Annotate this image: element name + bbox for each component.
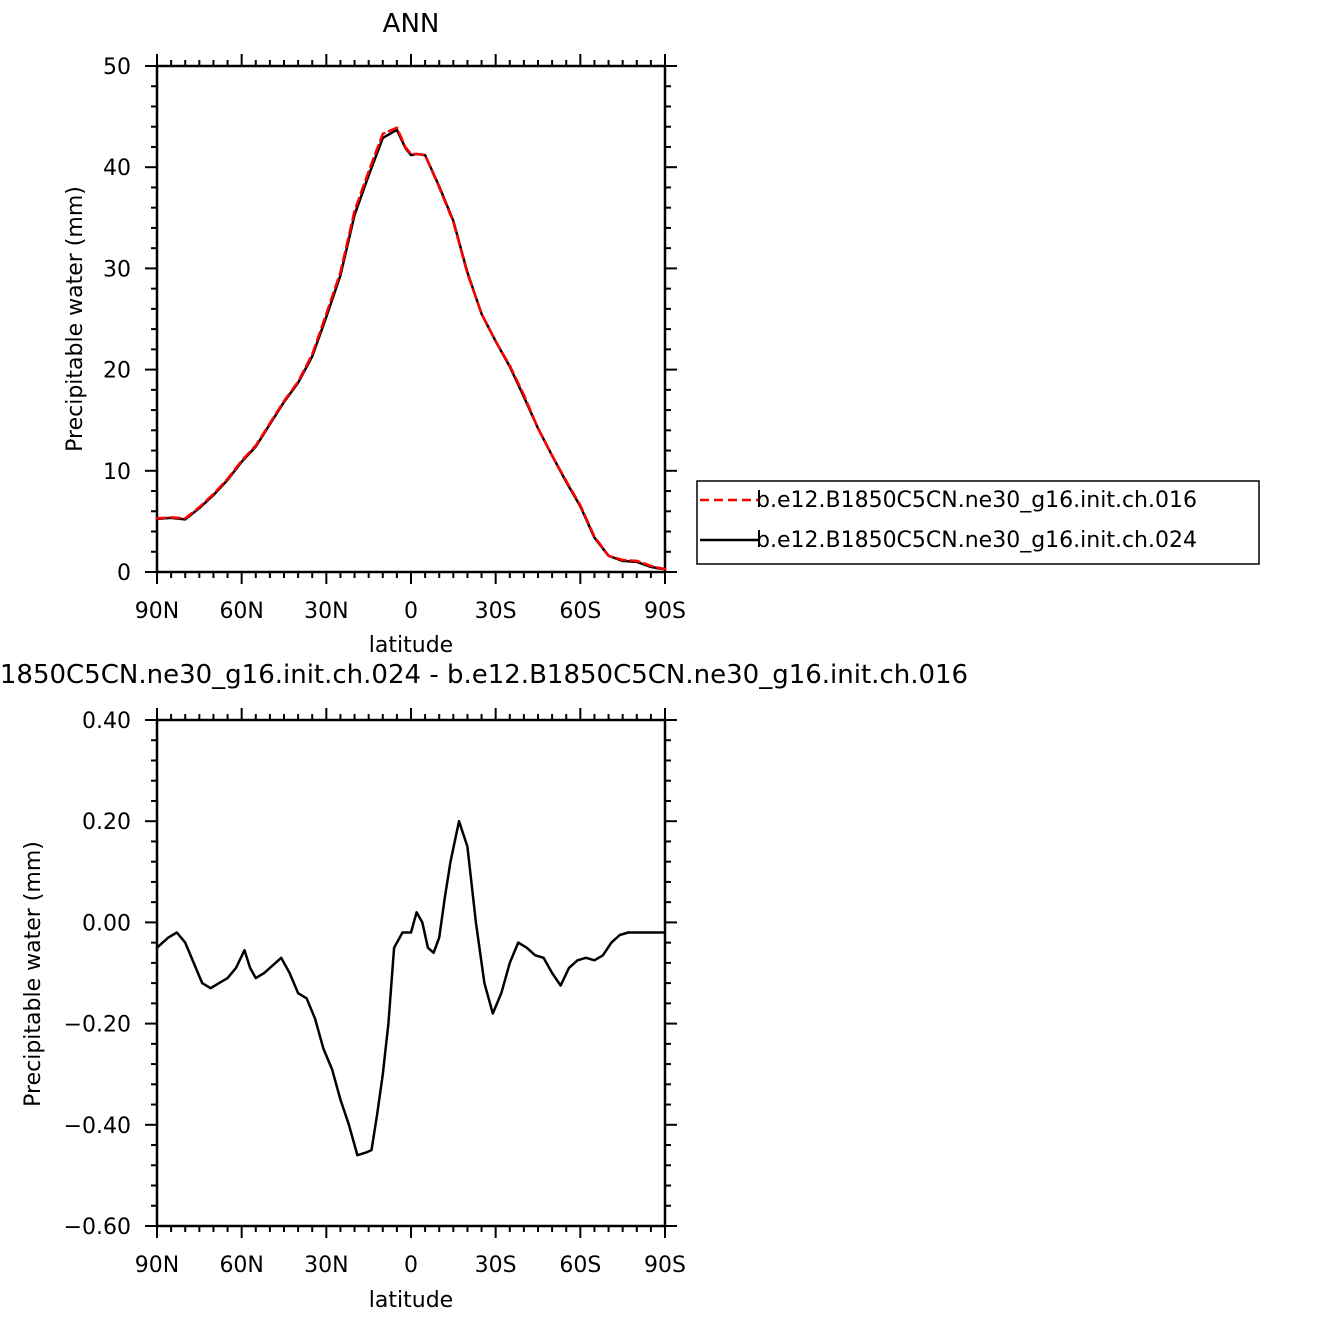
y-tick-label: 10 xyxy=(103,460,131,485)
top-plot: ANN 90N 60N 30N 0 30S 60S 90S 0 10 20 30 40 50 lati… xyxy=(63,9,1260,658)
series-line-1 xyxy=(155,819,667,1157)
top-plot-frame xyxy=(155,64,667,574)
y-tick-label: −0.60 xyxy=(64,1215,131,1240)
bottom-plot-title: b.e12.B1850C5CN.ne30_g16.init.ch.024 - b… xyxy=(0,660,968,690)
series-line-2 xyxy=(155,128,667,571)
legend-label-series-1: b.e12.B1850C5CN.ne30_g16.init.ch.016 xyxy=(756,488,1197,513)
bottom-x-ticks: 90N 60N 30N 0 30S 60S 90S xyxy=(135,708,686,1278)
bottom-plot: b.e12.B1850C5CN.ne30_g16.init.ch.024 - b… xyxy=(0,660,968,1313)
y-tick-label: −0.40 xyxy=(64,1114,131,1139)
bottom-y-axis-title: Precipitable water (mm) xyxy=(21,841,46,1107)
y-tick-label: 50 xyxy=(103,55,131,80)
bottom-series-group xyxy=(155,819,667,1157)
x-tick-label: 0 xyxy=(404,599,418,624)
bottom-y-ticks: −0.60 −0.40 −0.20 0.00 0.20 0.40 xyxy=(64,709,677,1240)
x-tick-label: 90N xyxy=(135,599,179,624)
x-tick-label: 90S xyxy=(644,1253,686,1278)
y-tick-label: 0.40 xyxy=(82,709,131,734)
y-tick-label: 30 xyxy=(103,257,131,282)
top-x-ticks: 90N 60N 30N 0 30S 60S 90S xyxy=(135,54,686,624)
y-tick-label: −0.20 xyxy=(64,1013,131,1038)
legend-label-series-2: b.e12.B1850C5CN.ne30_g16.init.ch.024 xyxy=(756,528,1197,553)
x-tick-label: 30N xyxy=(304,599,348,624)
x-tick-label: 90S xyxy=(644,599,686,624)
top-plot-title: ANN xyxy=(383,9,440,39)
x-tick-label: 60S xyxy=(559,599,601,624)
top-legend: b.e12.B1850C5CN.ne30_g16.init.ch.016 b.e… xyxy=(696,480,1260,565)
x-tick-label: 60S xyxy=(559,1253,601,1278)
x-tick-label: 0 xyxy=(404,1253,418,1278)
x-tick-label: 30N xyxy=(304,1253,348,1278)
bottom-x-axis-title: latitude xyxy=(369,1288,453,1313)
top-y-ticks: 0 10 20 30 40 50 xyxy=(103,55,677,586)
y-tick-label: 20 xyxy=(103,359,131,384)
x-tick-label: 60N xyxy=(219,1253,263,1278)
series-line-1 xyxy=(155,126,667,571)
y-tick-label: 0 xyxy=(117,561,131,586)
y-tick-label: 0.20 xyxy=(82,810,131,835)
x-tick-label: 90N xyxy=(135,1253,179,1278)
legend-box xyxy=(696,480,1260,565)
x-tick-label: 30S xyxy=(475,1253,517,1278)
top-series-group xyxy=(155,126,667,571)
x-tick-label: 60N xyxy=(219,599,263,624)
top-x-axis-title: latitude xyxy=(369,633,453,658)
y-tick-label: 0.00 xyxy=(82,911,131,936)
y-tick-label: 40 xyxy=(103,156,131,181)
top-y-axis-title: Precipitable water (mm) xyxy=(63,186,88,452)
x-tick-label: 30S xyxy=(475,599,517,624)
